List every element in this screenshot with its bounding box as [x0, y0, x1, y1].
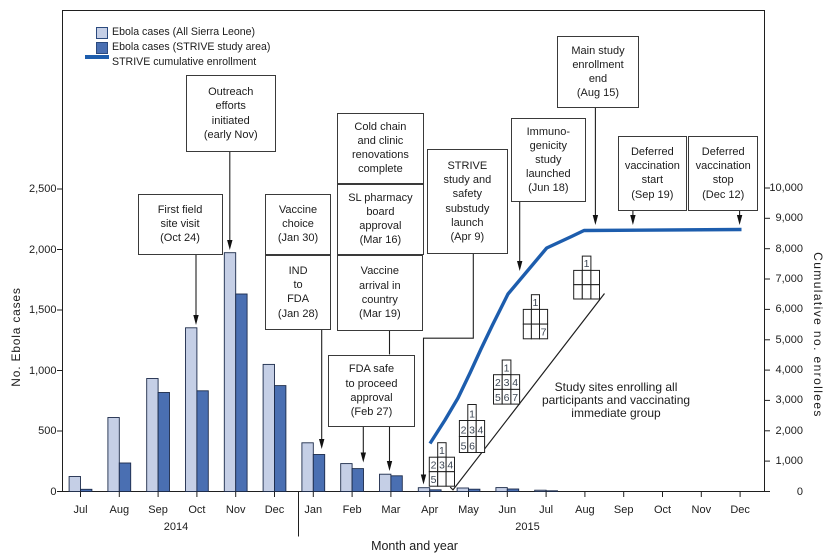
svg-text:5: 5 [431, 474, 437, 486]
svg-text:4: 4 [447, 460, 453, 472]
svg-text:2: 2 [431, 460, 437, 472]
svg-text:1: 1 [584, 258, 590, 270]
svg-text:1: 1 [504, 363, 510, 375]
svg-text:7: 7 [541, 327, 547, 339]
svg-text:4: 4 [477, 424, 483, 436]
svg-text:1: 1 [532, 297, 538, 309]
svg-text:1: 1 [469, 408, 475, 420]
svg-text:2: 2 [495, 377, 501, 389]
svg-text:6: 6 [504, 392, 510, 404]
svg-text:3: 3 [504, 377, 510, 389]
svg-text:6: 6 [469, 440, 475, 452]
svg-text:4: 4 [512, 377, 518, 389]
svg-text:5: 5 [495, 392, 501, 404]
svg-text:3: 3 [439, 460, 445, 472]
svg-text:1: 1 [439, 445, 445, 457]
svg-text:7: 7 [512, 392, 518, 404]
svg-text:3: 3 [469, 424, 475, 436]
svg-text:2: 2 [461, 424, 467, 436]
svg-text:5: 5 [461, 440, 467, 452]
